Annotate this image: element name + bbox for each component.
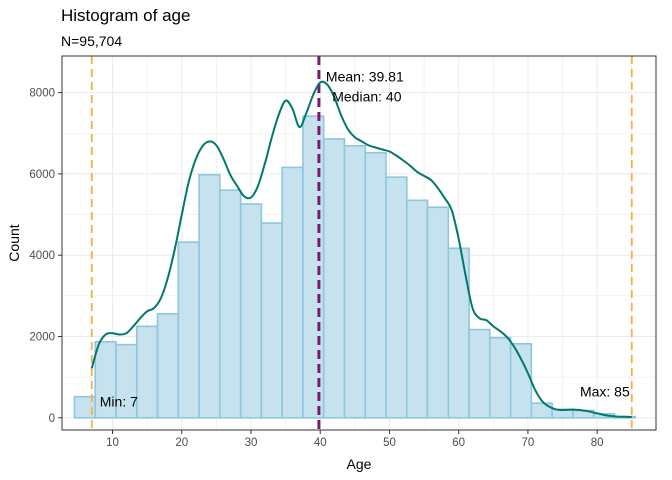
histogram-bar	[281, 166, 304, 419]
y-tick-label: 2000	[29, 332, 55, 344]
x-tick-label: 50	[383, 437, 396, 449]
x-tick-label: 30	[245, 437, 258, 449]
histogram-bar	[509, 343, 533, 419]
histogram-bar	[530, 402, 553, 419]
reference-annotation: Min: 7	[100, 394, 138, 410]
x-tick-label: 40	[314, 437, 327, 449]
histogram-bar	[260, 222, 283, 419]
x-axis-title: Age	[347, 456, 372, 472]
histogram-bar	[426, 206, 450, 419]
x-tick-label: 10	[106, 437, 119, 449]
y-tick-label: 4000	[29, 250, 55, 262]
annotations: Min: 7 Mean: 39.81 Median: 40 Max: 85	[100, 68, 630, 409]
histogram-bar	[219, 189, 242, 419]
y-tick-label: 8000	[29, 88, 55, 100]
axes: 10 20 30 40 50 60 70 80 0 2000 4000 6000 8000	[29, 88, 603, 449]
density-curve-layer	[90, 80, 632, 418]
x-tick-label: 70	[522, 437, 535, 449]
x-tick-label: 20	[175, 437, 188, 449]
chart-title: Histogram of age	[61, 6, 191, 25]
density-curve	[90, 80, 632, 418]
histogram-bar	[322, 138, 346, 419]
panel-border	[61, 55, 657, 431]
histogram-bars	[73, 115, 637, 419]
reference-annotation: Mean: 39.81	[326, 68, 404, 84]
x-tick-label: 60	[452, 437, 465, 449]
histogram-bar	[239, 203, 263, 419]
histogram-bar	[135, 325, 159, 419]
histogram-bar	[198, 173, 221, 419]
reference-annotation: Max: 85	[580, 383, 630, 399]
histogram-bar	[468, 328, 491, 419]
histogram-bar	[302, 115, 325, 419]
histogram-bar	[385, 176, 408, 419]
y-tick-label: 0	[49, 413, 55, 425]
histogram-bar	[177, 241, 200, 419]
reference-lines	[90, 56, 633, 430]
y-axis-title: Count	[6, 224, 22, 261]
histogram-bar	[489, 336, 512, 419]
histogram-bar	[156, 312, 180, 419]
histogram-bar	[343, 145, 367, 419]
y-tick-label: 6000	[29, 169, 55, 181]
reference-annotation: Median: 40	[332, 89, 401, 105]
histogram-bar	[364, 151, 387, 419]
x-tick-label: 80	[591, 437, 604, 449]
chart-subtitle: N=95,704	[61, 33, 123, 49]
histogram-bar	[405, 199, 429, 419]
